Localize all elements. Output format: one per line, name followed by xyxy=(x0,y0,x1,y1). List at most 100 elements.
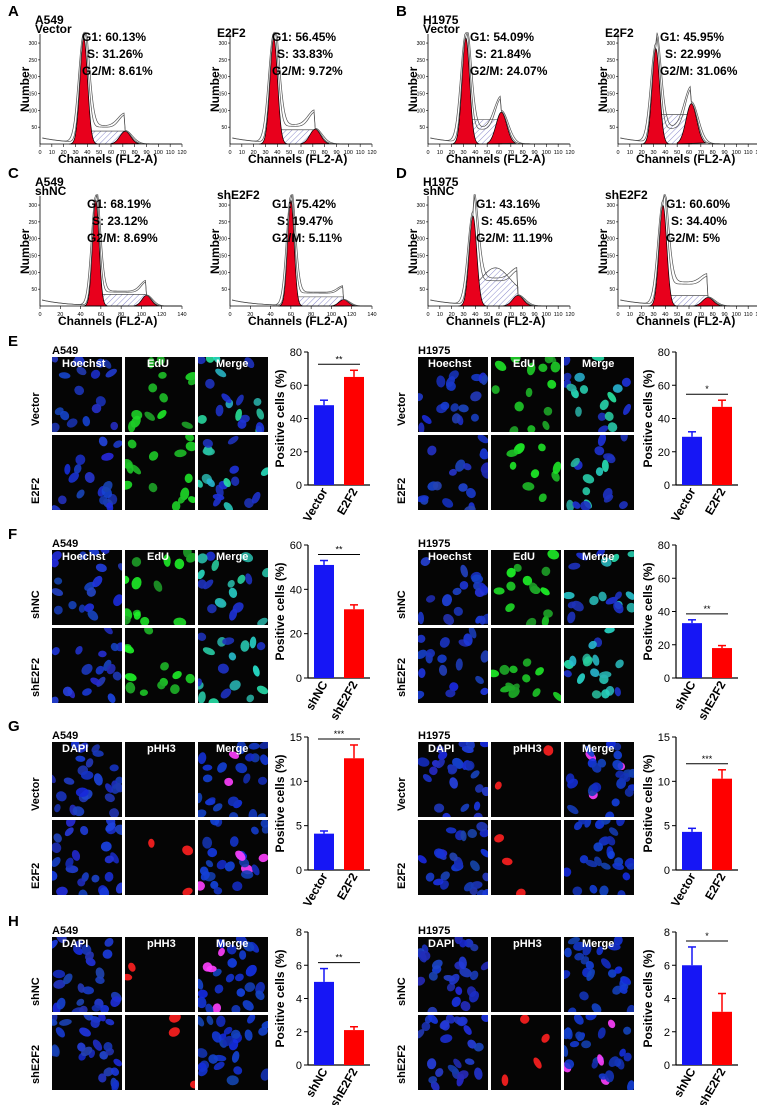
significance-marker: *** xyxy=(702,754,713,764)
y-tick-label: 2 xyxy=(296,1027,302,1039)
bar-vector xyxy=(682,831,702,870)
x-tick-label: 110 xyxy=(356,150,365,156)
y-tick-label: 300 xyxy=(219,203,228,209)
s-percent: S: 22.99% xyxy=(665,47,722,61)
micrograph-image xyxy=(52,628,122,703)
x-tick-label: 0 xyxy=(228,150,231,156)
g2m-percent: G2/M: 8.61% xyxy=(82,64,153,78)
y-tick-label: 300 xyxy=(607,41,616,47)
x-tick-label: 10 xyxy=(627,150,633,156)
y-tick-label: 250 xyxy=(607,58,616,64)
y-tick-label: 40 xyxy=(658,607,670,619)
x-tick-label: 100 xyxy=(327,312,336,318)
micrograph-image xyxy=(198,1015,268,1086)
micrograph-image xyxy=(52,1015,122,1090)
y-tick-label: 250 xyxy=(219,58,228,64)
micrograph-panel xyxy=(198,435,268,510)
y-tick-label: 200 xyxy=(219,75,228,81)
micrograph-panel xyxy=(564,435,634,510)
y-tick-label: 60 xyxy=(658,380,670,392)
row-label: Vector xyxy=(396,392,408,426)
y-tick-label: 100 xyxy=(417,270,426,276)
micrograph-image xyxy=(506,443,561,503)
x-tick-label: 100 xyxy=(137,312,146,318)
micrograph-image xyxy=(52,742,122,817)
micrograph-image xyxy=(501,1015,550,1086)
y-tick-label: 0 xyxy=(664,673,670,685)
channel-title: Merge xyxy=(216,358,249,370)
micrograph-image xyxy=(52,357,119,432)
micrograph-image xyxy=(52,937,122,1012)
micrograph-image xyxy=(491,658,561,702)
x-tick-label: 120 xyxy=(367,150,376,156)
y-tick-label: 100 xyxy=(607,270,616,276)
category-label: E2F2 xyxy=(702,485,729,517)
g2m-percent: G2/M: 5.11% xyxy=(272,231,343,245)
cell-line-label: A549 xyxy=(35,13,64,27)
y-tick-label: 100 xyxy=(607,108,616,114)
y-tick-label: 60 xyxy=(290,380,302,392)
micrograph-panel: pHH3 xyxy=(125,742,195,817)
micrograph-panel: EdU xyxy=(491,357,561,432)
channel-title: pHH3 xyxy=(513,743,542,755)
g1-percent: G1: 45.95% xyxy=(660,30,725,44)
y-axis-label: Number xyxy=(208,66,222,112)
micrograph-image xyxy=(418,435,488,510)
y-tick-label: 50 xyxy=(419,287,425,293)
channel-title: Merge xyxy=(582,358,615,370)
cell-line-label: H1975 xyxy=(418,345,451,357)
y-tick-label: 200 xyxy=(219,237,228,243)
micrograph-panel: Merge xyxy=(564,357,634,432)
micrograph-panel xyxy=(125,820,195,895)
channel-title: pHH3 xyxy=(513,938,542,950)
x-tick-label: 120 xyxy=(755,312,757,318)
channel-title: Merge xyxy=(582,551,615,563)
row-label: shE2F2 xyxy=(396,657,408,697)
micrograph-panel xyxy=(418,628,488,703)
micrograph-image xyxy=(564,628,624,699)
y-tick-label: 10 xyxy=(290,776,302,788)
micrograph-image xyxy=(564,937,634,1012)
x-tick-label: 70 xyxy=(698,312,704,318)
y-tick-label: 150 xyxy=(417,254,426,260)
micrograph-image xyxy=(494,745,554,790)
y-tick-label: 200 xyxy=(417,237,426,243)
x-tick-label: 70 xyxy=(698,150,704,156)
x-tick-label: 80 xyxy=(520,312,526,318)
y-tick-label: 150 xyxy=(219,92,228,98)
x-tick-label: 60 xyxy=(496,312,502,318)
x-tick-label: 60 xyxy=(686,150,692,156)
bar-she2f2 xyxy=(712,648,732,678)
y-tick-label: 60 xyxy=(658,573,670,585)
bar-she2f2 xyxy=(344,1030,364,1065)
x-tick-label: 90 xyxy=(531,312,537,318)
micrograph-panel: DAPI xyxy=(52,937,122,1012)
y-tick-label: 20 xyxy=(658,640,670,652)
micrograph-panel: pHH3 xyxy=(491,937,561,1012)
micrograph-panel xyxy=(491,435,561,510)
channel-title: EdU xyxy=(513,551,535,563)
x-tick-label: 110 xyxy=(744,150,753,156)
channel-title: EdU xyxy=(147,551,169,563)
y-tick-label: 100 xyxy=(219,108,228,114)
cell-line-label: H1975 xyxy=(423,13,459,27)
micrograph-image xyxy=(564,550,634,624)
category-label: shE2F2 xyxy=(327,1065,361,1105)
micrograph-panel xyxy=(52,820,122,895)
cell-line-label: A549 xyxy=(35,175,64,189)
micrograph-panel xyxy=(125,628,195,703)
row-label: shNC xyxy=(396,590,408,619)
cell-line-label: H1975 xyxy=(418,925,451,937)
bar-e2f2 xyxy=(712,778,732,870)
y-tick-label: 200 xyxy=(417,75,426,81)
micrograph-image xyxy=(418,821,488,895)
category-label: E2F2 xyxy=(334,870,361,902)
y-tick-label: 250 xyxy=(29,220,38,226)
micrograph-panel xyxy=(198,820,268,895)
y-axis-label: Number xyxy=(596,66,610,112)
micrograph-image xyxy=(125,962,136,981)
micrograph-panel xyxy=(52,628,122,703)
x-tick-label: 90 xyxy=(143,150,149,156)
panel-label-h: H xyxy=(8,913,19,930)
y-tick-label: 50 xyxy=(609,287,615,293)
